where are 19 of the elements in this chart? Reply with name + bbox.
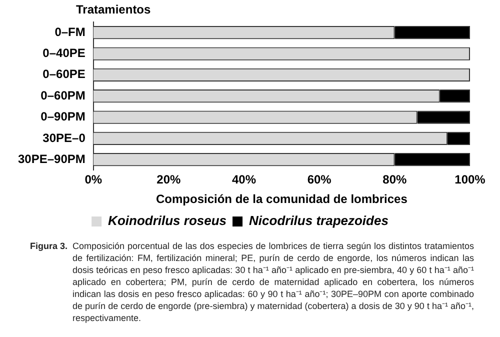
x-tick-label: 80%: [382, 172, 408, 187]
text: Composición porcentual de las dos especies de lombrices de tierra según los distintos tratamientos de fertilización: FM, fertilización mineral; PE, purín de cerdo de engorde, los números indican las dosis teóricas en peso fresco aplicadas: 30 t ha⁻¹ año⁻¹ aplicado en pre-siembra, 40 y 60 t ha⁻¹ año⁻¹ aplicado en cobertera; PM, purín de cerdo de maternidad aplicado en cobertera, los números indican las dosis en peso fresco aplicadas: 60 y 90 t ha⁻¹ año⁻¹; 30PE–90PM con aporte combinado de purín de cerdo de engorde (pre-siembra) y maternidad (cobertera) a dosis de 30 y 90 t ha⁻¹ año⁻¹, respectivamente.: [72, 240, 474, 324]
x-tick-label: 20%: [156, 172, 182, 187]
y-tick-label: 0–60PM: [40, 88, 86, 102]
text: Figura 3.: [30, 240, 68, 253]
y-tick-label: 0–90PM: [40, 110, 86, 124]
y-tick-label: 0–60PE: [42, 67, 86, 82]
y-tick-label: 0–40PE: [42, 46, 86, 60]
legend-label: Koinodrilus roseus: [108, 213, 227, 228]
y-tick-label: 0–FM: [54, 24, 86, 39]
x-tick-label: 40%: [232, 172, 256, 187]
x-tick-label: 100%: [454, 172, 486, 187]
x-axis-title: Composición de la comunidad de lombrices: [156, 192, 408, 206]
x-tick-label: 0%: [84, 172, 102, 187]
y-axis-title: Tratamientos: [76, 2, 152, 16]
x-tick-label: 60%: [307, 172, 332, 187]
y-tick-label: 30PE–90PM: [18, 152, 86, 166]
legend-label: Nicodrilus trapezoides: [249, 213, 388, 228]
y-tick-label: 30PE–0: [42, 130, 86, 145]
